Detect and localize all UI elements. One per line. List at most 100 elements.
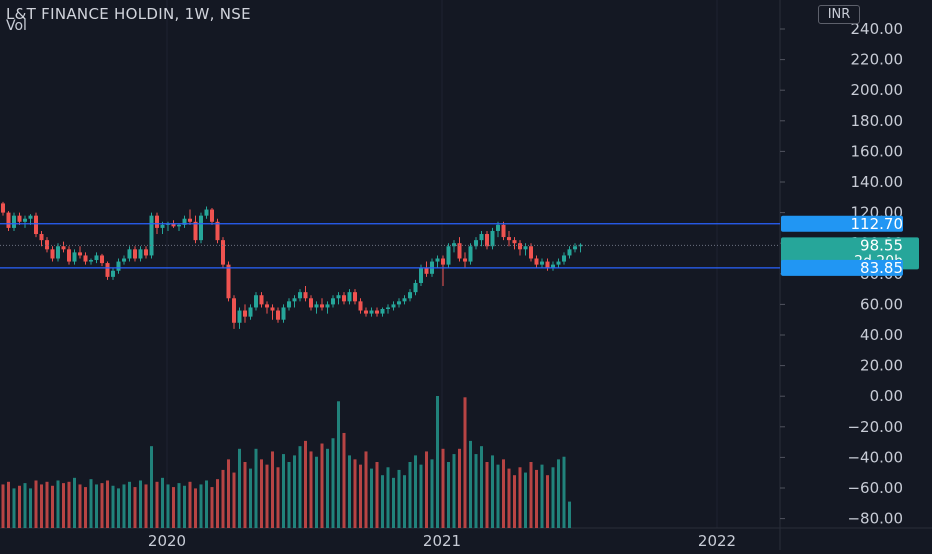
candle-body <box>435 258 440 262</box>
volume-bar <box>199 484 203 528</box>
volume-bar <box>128 481 131 528</box>
volume-bar <box>474 454 478 528</box>
volume-bar <box>546 475 549 528</box>
volume-bar <box>513 475 516 528</box>
volume-bar <box>463 397 467 528</box>
candle-body <box>545 261 550 268</box>
volume-bar <box>155 481 159 528</box>
volume-bar <box>34 480 38 528</box>
candle-body <box>551 264 555 268</box>
volume-bar <box>122 484 126 528</box>
candle-body <box>540 261 544 265</box>
y-tick-label: −80.00 <box>847 510 903 528</box>
candle-body <box>61 246 66 250</box>
candle-body <box>562 255 566 262</box>
candle-body <box>518 243 522 250</box>
volume-bar <box>529 462 533 528</box>
candle-body <box>193 221 198 241</box>
candle-body <box>281 307 286 320</box>
volume-bar <box>56 480 60 528</box>
candle-body <box>149 215 154 256</box>
candle-body <box>94 255 99 261</box>
candle-body <box>248 307 253 317</box>
candle-body <box>419 267 423 283</box>
candle-body <box>457 243 462 259</box>
candle-body <box>578 244 583 247</box>
x-tick-label: 2022 <box>698 532 736 550</box>
candle-body <box>276 310 280 320</box>
volume-bar <box>375 462 379 528</box>
candle-body <box>386 307 390 309</box>
symbol-title[interactable]: L&T FINANCE HOLDIN, 1W, NSE <box>6 5 251 23</box>
y-tick-label: 0.00 <box>870 387 903 405</box>
volume-indicator-label[interactable]: Vol <box>6 18 27 34</box>
volume-bar <box>496 464 500 528</box>
y-tick-label: 40.00 <box>860 326 903 344</box>
candle-body <box>303 292 308 299</box>
volume-bar <box>331 438 335 528</box>
candle-body <box>39 234 44 241</box>
volume-bar <box>51 485 54 528</box>
candle-body <box>485 234 489 247</box>
volume-bar <box>337 401 340 528</box>
volume-bar <box>436 396 439 528</box>
volume-bar <box>502 459 505 528</box>
volume-bar <box>100 483 104 528</box>
volume-bar <box>194 488 197 528</box>
candle-body <box>50 249 55 259</box>
candle-body <box>34 215 38 235</box>
candle-body <box>573 246 577 250</box>
candle-body <box>347 292 352 302</box>
volume-bar <box>254 448 258 528</box>
candle-body <box>171 223 176 227</box>
candle-body <box>413 282 418 293</box>
candle-body <box>369 310 374 314</box>
volume-bar <box>106 480 109 528</box>
candle-body <box>23 218 27 222</box>
y-tick-label: −60.00 <box>847 479 903 497</box>
candle-body <box>237 310 242 323</box>
candle-body <box>468 246 473 262</box>
candle-body <box>100 255 104 264</box>
volume-bar <box>364 451 368 528</box>
volume-bar <box>326 448 329 528</box>
x-tick-label: 2020 <box>148 532 186 550</box>
candle-body <box>89 260 93 262</box>
y-tick-label: −40.00 <box>847 448 903 466</box>
candle-body <box>1 203 5 213</box>
volume-bar <box>67 481 71 528</box>
candle-body <box>204 209 209 216</box>
volume-bar <box>221 469 225 528</box>
candle-body <box>254 295 258 308</box>
volume-bar <box>518 467 522 528</box>
candle-body <box>188 218 192 222</box>
volume-bar <box>84 487 87 528</box>
candle-body <box>507 237 511 241</box>
volume-bar <box>370 468 373 528</box>
volume-bar <box>386 467 390 528</box>
candle-body <box>127 249 132 259</box>
candle-body <box>496 224 500 231</box>
volume-bar <box>78 484 82 528</box>
candle-body <box>259 295 264 305</box>
volume-bar <box>452 454 456 528</box>
candle-body <box>402 298 407 302</box>
candle-body <box>226 264 231 299</box>
candle-body <box>567 249 572 256</box>
volume-bar <box>535 469 538 528</box>
volume-bar <box>95 484 98 528</box>
candle-body <box>155 215 159 228</box>
volume-bar <box>183 485 186 528</box>
candle-body <box>270 307 275 311</box>
lower-price-tag-bg <box>781 259 903 276</box>
candle-body <box>523 246 528 250</box>
currency-button[interactable]: INR <box>818 5 860 24</box>
y-tick-label: 180.00 <box>851 112 904 130</box>
volume-bar <box>172 487 175 528</box>
candle-body <box>309 298 313 308</box>
current-price-tag: 98.55 <box>860 236 903 254</box>
volume-bar <box>29 488 32 528</box>
volume-bar <box>414 455 417 528</box>
